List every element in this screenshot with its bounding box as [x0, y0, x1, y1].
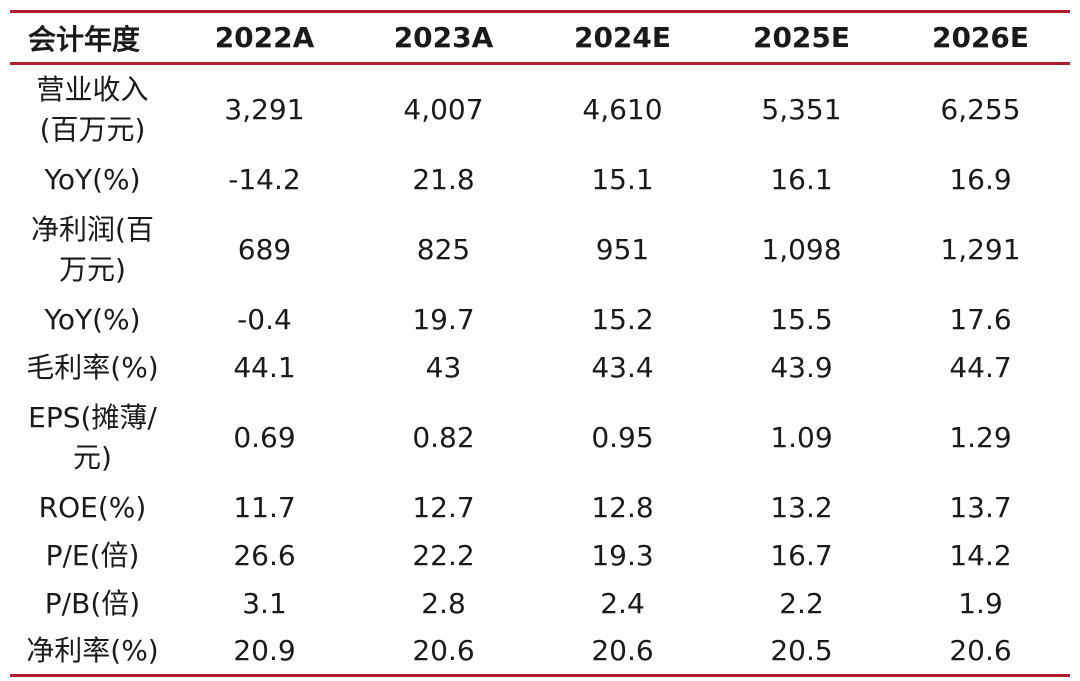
cell-value: 20.6 — [533, 627, 712, 677]
cell-value: 15.1 — [591, 162, 654, 196]
header-fiscal-year: 会计年度 — [10, 10, 175, 65]
cell-value: -14.2 — [228, 162, 301, 196]
row-label: 净利润(百 万元) — [31, 212, 154, 286]
cell-value: 1,291 — [940, 232, 1021, 266]
cell-value: 16.1 — [770, 162, 833, 196]
row-net-profit-yoy: YoY(%) -0.4 19.7 15.2 15.5 17.6 — [10, 296, 1070, 344]
header-year-2025e: 2025E — [712, 10, 891, 65]
row-label: 净利率(%) — [10, 627, 175, 677]
cell-value: 4,610 — [582, 93, 663, 127]
cell-value: 15.2 — [591, 302, 654, 336]
cell-value: 951 — [595, 232, 650, 266]
cell-value: 21.8 — [412, 162, 475, 196]
financial-forecast-table: 会计年度 2022A 2023A 2024E 2025E 2026E 营业收入(… — [10, 10, 1070, 677]
row-label: P/B(倍) — [44, 586, 141, 620]
row-label: ROE(%) — [38, 490, 147, 524]
row-label: P/E(倍) — [45, 538, 140, 572]
cell-value: 2.8 — [421, 586, 466, 620]
row-label: YoY(%) — [44, 162, 141, 196]
cell-value: 11.7 — [233, 490, 296, 524]
cell-value: 43.4 — [591, 350, 654, 384]
cell-value: 19.7 — [412, 302, 475, 336]
cell-value: -0.4 — [237, 302, 292, 336]
row-net-margin: 净利率(%) 20.9 20.6 20.6 20.5 20.6 — [10, 627, 1070, 677]
cell-value: 1.09 — [770, 420, 833, 454]
cell-value: 43.9 — [770, 350, 833, 384]
header-year-2022a: 2022A — [175, 10, 354, 65]
cell-value: 44.7 — [949, 350, 1012, 384]
header-year-2023a: 2023A — [354, 10, 533, 65]
row-roe: ROE(%) 11.7 12.7 12.8 13.2 13.7 — [10, 484, 1070, 532]
cell-value: 0.82 — [412, 420, 475, 454]
cell-value: 3.1 — [242, 586, 287, 620]
cell-value: 20.6 — [891, 627, 1070, 677]
row-revenue: 营业收入 (百万元) 3,291 4,007 4,610 5,351 6,255 — [10, 64, 1070, 156]
cell-value: 3,291 — [224, 93, 305, 127]
cell-value: 20.9 — [175, 627, 354, 677]
row-eps: EPS(摊薄/元) 0.69 0.82 0.95 1.09 1.29 — [10, 392, 1070, 484]
cell-value: 1.29 — [949, 420, 1012, 454]
header-year-2024e: 2024E — [533, 10, 712, 65]
header-row: 会计年度 2022A 2023A 2024E 2025E 2026E — [10, 10, 1070, 65]
cell-value: 12.8 — [591, 490, 654, 524]
row-label: YoY(%) — [44, 302, 141, 336]
cell-value: 4,007 — [403, 93, 484, 127]
cell-value: 12.7 — [412, 490, 475, 524]
cell-value: 15.5 — [770, 302, 833, 336]
cell-value: 5,351 — [761, 93, 842, 127]
row-gross-margin: 毛利率(%) 44.1 43 43.4 43.9 44.7 — [10, 344, 1070, 392]
row-net-profit: 净利润(百 万元) 689 825 951 1,098 1,291 — [10, 204, 1070, 296]
row-pb: P/B(倍) 3.1 2.8 2.4 2.2 1.9 — [10, 580, 1070, 628]
cell-value: 17.6 — [949, 302, 1012, 336]
cell-value: 16.7 — [770, 538, 833, 572]
cell-value: 689 — [237, 232, 292, 266]
row-label: EPS(摊薄/元) — [28, 400, 157, 474]
cell-value: 26.6 — [233, 538, 296, 572]
cell-value: 44.1 — [233, 350, 296, 384]
cell-value: 19.3 — [591, 538, 654, 572]
cell-value: 0.95 — [591, 420, 654, 454]
cell-value: 20.6 — [354, 627, 533, 677]
cell-value: 1.9 — [958, 586, 1003, 620]
cell-value: 16.9 — [949, 162, 1012, 196]
cell-value: 20.5 — [712, 627, 891, 677]
cell-value: 13.2 — [770, 490, 833, 524]
header-year-2026e: 2026E — [891, 10, 1070, 65]
cell-value: 43 — [425, 350, 462, 384]
cell-value: 14.2 — [949, 538, 1012, 572]
cell-value: 6,255 — [940, 93, 1021, 127]
row-revenue-yoy: YoY(%) -14.2 21.8 15.1 16.1 16.9 — [10, 156, 1070, 204]
row-label: 营业收入 (百万元) — [36, 73, 149, 147]
cell-value: 2.4 — [600, 586, 645, 620]
row-label: 毛利率(%) — [26, 350, 159, 384]
cell-value: 0.69 — [233, 420, 296, 454]
row-pe: P/E(倍) 26.6 22.2 19.3 16.7 14.2 — [10, 532, 1070, 580]
cell-value: 2.2 — [779, 586, 824, 620]
cell-value: 825 — [416, 232, 471, 266]
cell-value: 13.7 — [949, 490, 1012, 524]
cell-value: 1,098 — [761, 232, 842, 266]
cell-value: 22.2 — [412, 538, 475, 572]
